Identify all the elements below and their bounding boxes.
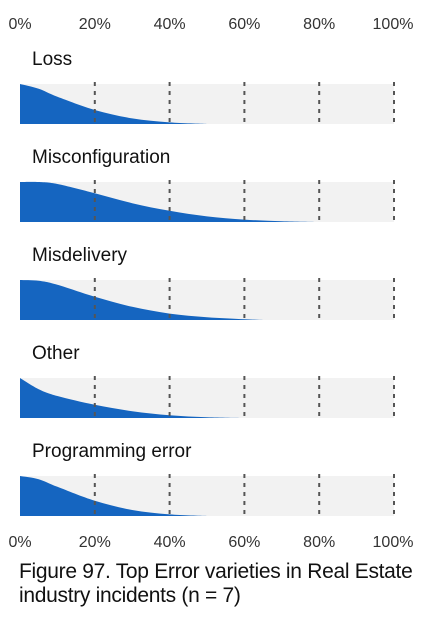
category-label-3: Other — [32, 343, 80, 364]
panel-0: Loss — [20, 49, 395, 126]
top-tick-label-2: 40% — [154, 16, 186, 33]
chart: 0% 20% 40% 60% 80% 100% Loss Misconfiguration M… — [8, 16, 413, 551]
panel-1: Misconfiguration — [20, 147, 395, 224]
density-area-0 — [20, 84, 207, 124]
top-tick-label-1: 20% — [79, 16, 111, 33]
category-label-2: Misdelivery — [32, 245, 128, 266]
top-tick-label-5: 100% — [373, 16, 414, 33]
bottom-tick-label-2: 40% — [154, 534, 186, 551]
density-area-1 — [20, 181, 320, 222]
bottom-tick-label-1: 20% — [79, 534, 111, 551]
bottom-tick-label-0: 0% — [8, 534, 31, 551]
panel-4: Programming error — [20, 441, 395, 518]
top-tick-label-0: 0% — [8, 16, 31, 33]
bottom-axis-ticks: 0% 20% 40% 60% 80% 100% — [8, 534, 413, 551]
bottom-tick-label-3: 60% — [228, 534, 260, 551]
bottom-tick-label-4: 80% — [303, 534, 335, 551]
panel-2: Misdelivery — [20, 245, 395, 322]
top-tick-label-4: 80% — [303, 16, 335, 33]
category-label-0: Loss — [32, 49, 72, 70]
panel-3: Other — [20, 343, 395, 420]
category-label-1: Misconfiguration — [32, 147, 170, 168]
chart-caption: Figure 97. Top Error varieties in Real E… — [19, 560, 413, 607]
chart-panels: Loss Misconfiguration Misdelivery Other Prog… — [20, 49, 395, 518]
density-area-3 — [20, 378, 245, 418]
density-area-2 — [20, 280, 264, 320]
category-label-4: Programming error — [32, 441, 192, 462]
top-tick-label-3: 60% — [228, 16, 260, 33]
density-area-4 — [20, 476, 207, 516]
top-axis-ticks: 0% 20% 40% 60% 80% 100% — [8, 16, 413, 33]
bottom-tick-label-5: 100% — [373, 534, 414, 551]
